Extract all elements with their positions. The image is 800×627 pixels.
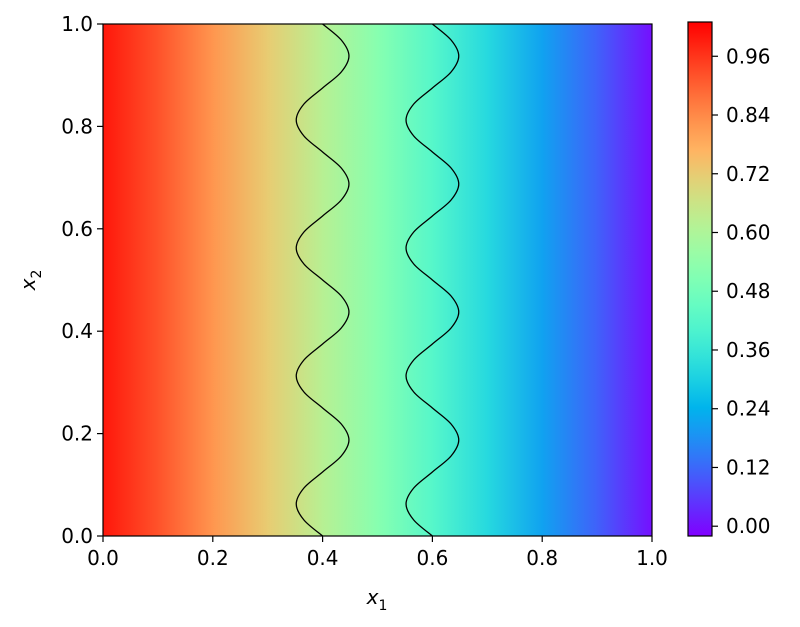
field-cell bbox=[212, 24, 269, 536]
y-tick-label: 0.0 bbox=[61, 524, 93, 548]
colorbar-tick-label: 0.84 bbox=[726, 103, 771, 127]
plot-frame bbox=[102, 23, 653, 537]
colorbar-tick-label: 0.48 bbox=[726, 279, 771, 303]
y-tick-label: 0.8 bbox=[61, 114, 93, 138]
colorbar-tick-label: 0.24 bbox=[726, 397, 771, 421]
colorbar bbox=[687, 21, 713, 537]
y-tick-label: 1.0 bbox=[61, 12, 93, 36]
y-axis-label-text: x bbox=[16, 278, 40, 291]
y-tick-label: 0.6 bbox=[61, 217, 93, 241]
x-axis-label-text: x bbox=[366, 585, 379, 609]
x-tick-label: 0.8 bbox=[526, 546, 558, 570]
colorbar-tick-label: 0.36 bbox=[726, 338, 771, 362]
colorbar-tick-label: 0.96 bbox=[726, 44, 771, 68]
colorbar-tick-label: 0.72 bbox=[726, 162, 771, 186]
x-tick-label: 0.0 bbox=[87, 546, 119, 570]
field-cell bbox=[432, 24, 488, 536]
field-cell bbox=[157, 24, 214, 536]
x-tick-label: 1.0 bbox=[636, 546, 668, 570]
x-axis-label: x1 bbox=[366, 585, 388, 614]
contour-line bbox=[295, 23, 350, 537]
field-cell bbox=[487, 24, 543, 536]
y-axis-label-subscript: 2 bbox=[29, 270, 45, 279]
y-tick-label: 0.4 bbox=[61, 319, 93, 343]
field-cell bbox=[597, 24, 653, 536]
x-tick-label: 0.4 bbox=[307, 546, 339, 570]
colorbar-tick-label: 0.00 bbox=[726, 514, 771, 538]
x-tick-label: 0.6 bbox=[416, 546, 448, 570]
y-tick-label: 0.2 bbox=[61, 422, 93, 446]
field-cell bbox=[267, 24, 324, 536]
colorbar-tick-label: 0.60 bbox=[726, 220, 771, 244]
field-cell bbox=[377, 24, 433, 536]
contour-line bbox=[405, 23, 460, 537]
field-cell bbox=[103, 24, 159, 536]
colorbar-tick-label: 0.12 bbox=[726, 455, 771, 479]
field-cell bbox=[322, 24, 378, 536]
field-cell bbox=[542, 24, 598, 536]
x-axis-label-subscript: 1 bbox=[378, 598, 387, 614]
x-tick-label: 0.2 bbox=[197, 546, 229, 570]
y-axis-label: x2 bbox=[16, 270, 45, 292]
